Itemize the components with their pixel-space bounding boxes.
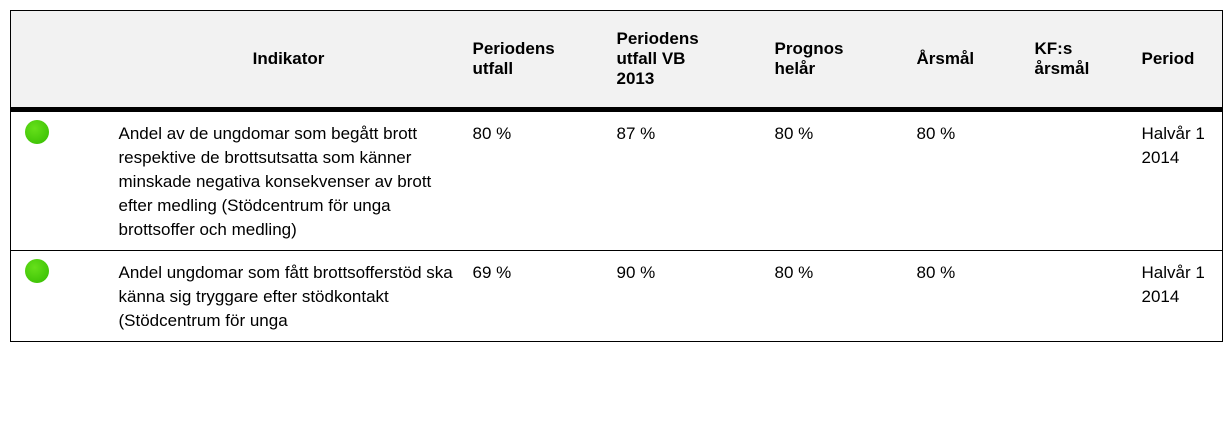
value-cell: 80 % xyxy=(910,109,1029,251)
column-header: Indikator xyxy=(110,10,467,112)
value-cell: Halvår 1 2014 xyxy=(1135,250,1223,342)
header-text: Period xyxy=(1141,49,1195,68)
value-cell: 69 % xyxy=(466,250,611,342)
header-text: Årsmål xyxy=(916,49,975,68)
column-header: Årsmål xyxy=(910,10,1029,112)
value-cell: 87 % xyxy=(610,109,769,251)
header-text: Periodens utfall xyxy=(472,39,555,78)
value-cell: 80 % xyxy=(768,250,911,342)
column-header: Periodens utfall VB 2013 xyxy=(610,10,769,112)
value-cell: 80 % xyxy=(466,109,611,251)
header-text: Prognos helår xyxy=(774,39,844,78)
table-body: Andel av de ungdomar som begått brott re… xyxy=(10,109,1223,342)
status-cell xyxy=(10,109,111,251)
value-cell: 80 % xyxy=(768,109,911,251)
indicator-cell: Andel ungdomar som fått brottsofferstöd … xyxy=(110,250,467,342)
status-dot xyxy=(25,120,49,144)
value-cell: 90 % xyxy=(610,250,769,342)
value-cell xyxy=(1028,250,1136,342)
indicator-table: Indikator Periodens utfall Periodens utfal… xyxy=(10,10,1223,342)
indicator-cell: Andel av de ungdomar som begått brott re… xyxy=(110,109,467,251)
value-cell: 80 % xyxy=(910,250,1029,342)
status-dot xyxy=(25,259,49,283)
table-row: Andel av de ungdomar som begått brott re… xyxy=(10,109,1223,251)
column-header: Prognos helår xyxy=(768,10,911,112)
header-text: Periodens utfall VB 2013 xyxy=(616,29,699,88)
column-header: Period xyxy=(1135,10,1223,112)
column-header: Periodens utfall xyxy=(466,10,611,112)
status-header xyxy=(10,10,111,112)
column-header: KF:s årsmål xyxy=(1028,10,1136,112)
value-cell: Halvår 1 2014 xyxy=(1135,109,1223,251)
status-cell xyxy=(10,250,111,342)
header-row: Indikator Periodens utfall Periodens utfal… xyxy=(10,10,1223,112)
header-text: KF:s årsmål xyxy=(1034,39,1090,78)
value-cell xyxy=(1028,109,1136,251)
header-text: Indikator xyxy=(252,49,325,68)
table-row: Andel ungdomar som fått brottsofferstöd … xyxy=(10,250,1223,342)
